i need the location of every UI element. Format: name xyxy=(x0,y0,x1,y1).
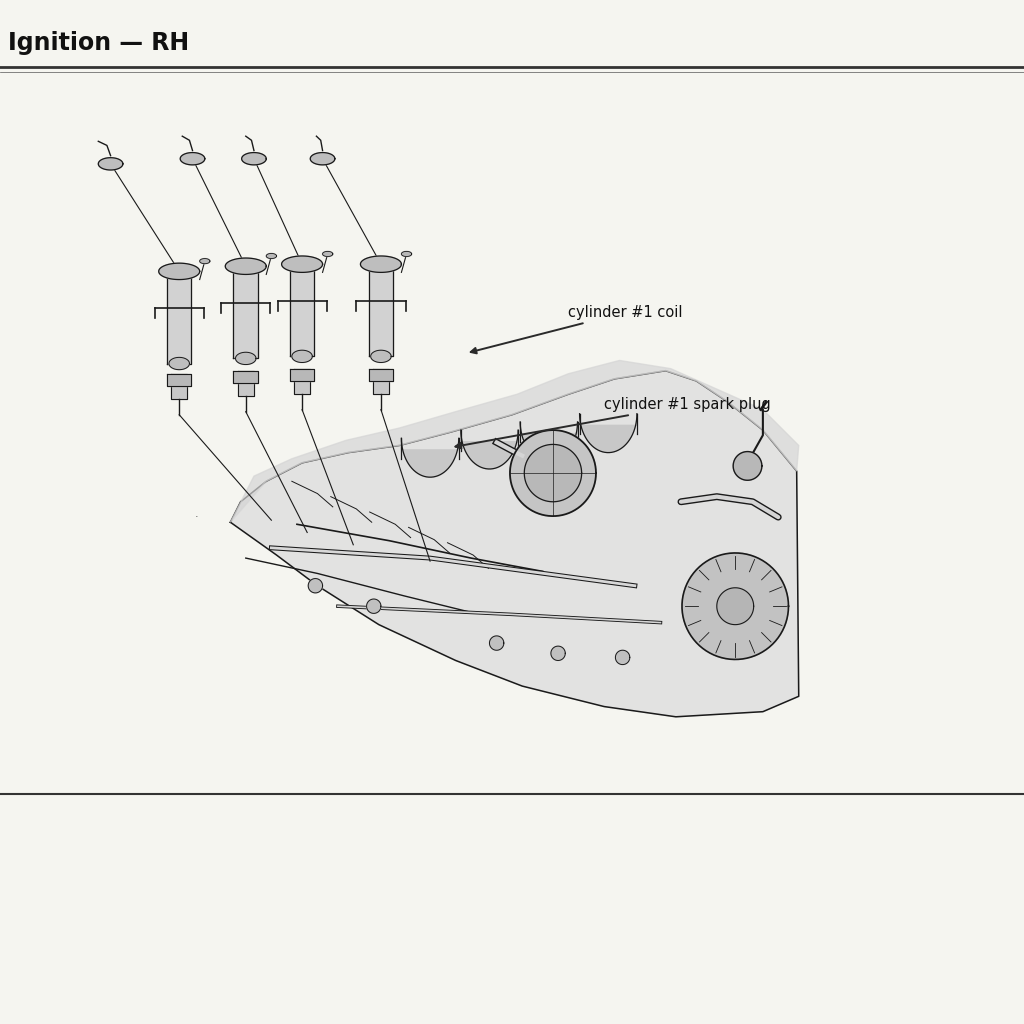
Polygon shape xyxy=(98,158,123,170)
Polygon shape xyxy=(524,444,582,502)
Text: cylinder #1 spark plug: cylinder #1 spark plug xyxy=(456,397,771,449)
Text: Ignition — RH: Ignition — RH xyxy=(8,31,189,55)
Polygon shape xyxy=(308,579,323,593)
Polygon shape xyxy=(520,422,578,461)
Polygon shape xyxy=(310,153,335,165)
Polygon shape xyxy=(230,360,799,522)
Polygon shape xyxy=(290,369,314,381)
Polygon shape xyxy=(236,352,256,365)
Polygon shape xyxy=(615,650,630,665)
Polygon shape xyxy=(180,153,205,165)
Polygon shape xyxy=(242,153,266,165)
Polygon shape xyxy=(580,414,637,453)
Polygon shape xyxy=(292,350,312,362)
Polygon shape xyxy=(401,252,412,256)
Polygon shape xyxy=(489,636,504,650)
Polygon shape xyxy=(323,252,333,256)
Polygon shape xyxy=(167,271,191,364)
Polygon shape xyxy=(360,256,401,272)
Polygon shape xyxy=(233,266,258,358)
Polygon shape xyxy=(233,371,258,383)
Polygon shape xyxy=(401,438,459,477)
Text: .: . xyxy=(195,509,199,519)
Polygon shape xyxy=(169,357,189,370)
Polygon shape xyxy=(461,430,518,469)
Polygon shape xyxy=(225,258,266,274)
Polygon shape xyxy=(510,430,596,516)
Polygon shape xyxy=(159,263,200,280)
Polygon shape xyxy=(373,369,389,394)
Polygon shape xyxy=(238,371,254,396)
Polygon shape xyxy=(171,374,187,399)
Polygon shape xyxy=(371,350,391,362)
Polygon shape xyxy=(266,254,276,258)
Polygon shape xyxy=(551,646,565,660)
Polygon shape xyxy=(682,553,788,659)
Polygon shape xyxy=(290,264,314,356)
Polygon shape xyxy=(369,369,393,381)
Polygon shape xyxy=(369,264,393,356)
Polygon shape xyxy=(230,371,799,717)
Polygon shape xyxy=(733,452,762,480)
Polygon shape xyxy=(167,374,191,386)
Polygon shape xyxy=(717,588,754,625)
Polygon shape xyxy=(200,259,210,263)
Polygon shape xyxy=(282,256,323,272)
Polygon shape xyxy=(294,369,310,394)
Text: cylinder #1 coil: cylinder #1 coil xyxy=(471,305,683,353)
Polygon shape xyxy=(367,599,381,613)
